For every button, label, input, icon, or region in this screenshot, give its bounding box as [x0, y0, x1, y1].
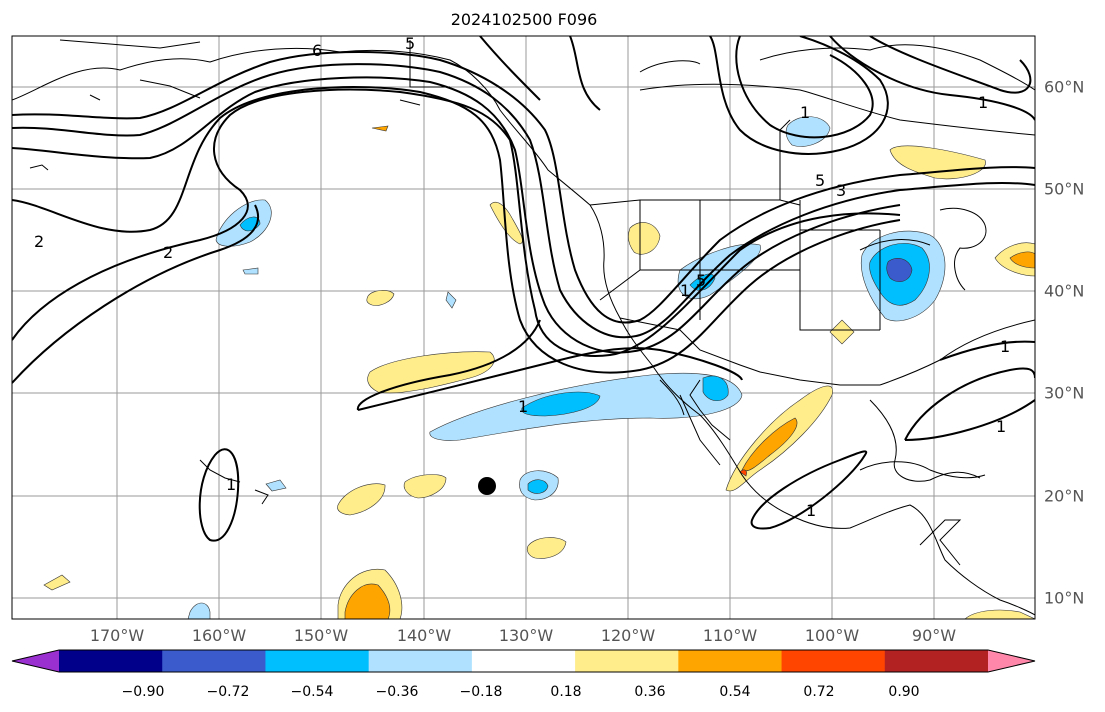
contour-label: 1 [978, 93, 988, 112]
colorbar-extend-min [12, 650, 59, 672]
contour-label: 2 [163, 243, 173, 262]
colorbar-swatch [781, 650, 886, 672]
map-border [11, 35, 1036, 620]
contour-label: 1 [1000, 337, 1010, 356]
colorbar-tick-label: −0.36 [375, 684, 419, 700]
colorbar-tick-label: 0.18 [550, 684, 582, 700]
contour-label: 1 [996, 417, 1006, 436]
lat-label: 60°N [1044, 77, 1085, 97]
colorbar-swatch [265, 650, 370, 672]
colorbar-swatch [162, 650, 266, 672]
contour-label: 5 [405, 34, 415, 53]
contour-label: 5 [815, 171, 825, 190]
contour-label: 1 [518, 397, 528, 416]
colorbar-tick-label: 0.36 [634, 684, 666, 700]
contour-label: 1 [806, 501, 816, 520]
lon-label: 110°W [702, 626, 758, 645]
contour-label-group: 6 5 2 2 1 1 1 1 1 1 5 3 1 5 1 [34, 34, 1010, 520]
lon-label: 150°W [293, 626, 349, 645]
lat-label: 10°N [1044, 588, 1085, 608]
contour-label: 1 [226, 475, 236, 494]
contour-label: 2 [34, 232, 44, 251]
colorbar-swatch [678, 650, 783, 672]
colorbar-swatch [575, 650, 679, 672]
colorbar [11, 649, 1036, 673]
colorbar-swatch [884, 650, 989, 672]
contour-label: 1 [680, 281, 690, 300]
contour-label: 6 [312, 41, 322, 60]
lon-label: 90°W [911, 626, 957, 645]
colorbar-swatch [368, 650, 473, 672]
lon-label: 120°W [600, 626, 656, 645]
figure-title: 2024102500 F096 [450, 10, 598, 29]
location-marker [478, 477, 496, 495]
lon-label: 100°W [804, 626, 860, 645]
colorbar-swatch [59, 650, 163, 672]
colorbar-extend-max [988, 650, 1035, 672]
lon-label: 170°W [89, 626, 145, 645]
lon-label: 140°W [396, 626, 452, 645]
negative-shading [187, 116, 946, 619]
contour-label: 1 [800, 103, 810, 122]
colorbar-tick-label: −0.54 [290, 684, 334, 700]
colorbar-tick-label: 0.54 [719, 684, 751, 700]
contour-label: 5 [696, 271, 706, 290]
lat-label: 50°N [1044, 179, 1085, 199]
map-panel: 6 5 2 2 1 1 1 1 1 1 5 3 1 5 1 [11, 34, 1036, 620]
colorbar-tick-label: −0.72 [206, 684, 250, 700]
contour-label: 3 [836, 181, 846, 200]
colorbar-outline [11, 649, 1036, 673]
lon-label: 130°W [498, 626, 554, 645]
positive-shading [43, 125, 1035, 619]
gridlines [12, 36, 1035, 619]
colorbar-swatch [471, 650, 576, 672]
coastlines [12, 39, 1035, 616]
colorbar-tick-label: −0.18 [459, 684, 503, 700]
lon-label: 160°W [191, 626, 247, 645]
contour-lines [12, 36, 1035, 542]
colorbar-tick-label: 0.90 [888, 684, 920, 700]
lat-label: 20°N [1044, 486, 1085, 506]
colorbar-tick-label: 0.72 [803, 684, 835, 700]
lat-label: 30°N [1044, 383, 1085, 403]
lat-label: 40°N [1044, 281, 1085, 301]
colorbar-tick-label: −0.90 [121, 684, 165, 700]
